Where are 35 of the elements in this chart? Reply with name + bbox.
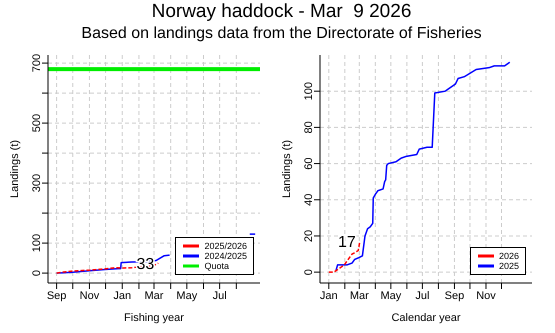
- legend-label: 2025: [498, 261, 519, 271]
- x-tick-label: May: [380, 290, 402, 302]
- x-tick-label: Nov: [476, 290, 496, 302]
- x-tick-label: May: [176, 290, 198, 302]
- x-tick-label: Nov: [80, 290, 100, 302]
- x-axis-title: Fishing year: [124, 312, 184, 324]
- x-tick-label: Sep: [46, 290, 66, 302]
- legend-label: 2024/2025: [204, 251, 247, 261]
- x-tick-label: Jan: [320, 290, 338, 302]
- x-tick-label: Jul: [415, 290, 430, 302]
- y-tick-label: 60: [302, 157, 315, 170]
- x-tick-label: Mar: [144, 290, 164, 302]
- y-tick-label: 20: [302, 230, 315, 242]
- y-tick-label: 500: [30, 114, 43, 132]
- legend-label: 2025/2026: [204, 241, 247, 251]
- chart-subtitle: Based on landings data from the Directorate of Fisheries: [80, 24, 483, 44]
- x-tick-label: Jul: [212, 290, 227, 302]
- y-tick-label: 100: [302, 82, 315, 100]
- y-tick-label: 40: [302, 194, 315, 206]
- x-axis-title: Calendar year: [391, 312, 461, 324]
- y-tick-label: 0: [302, 269, 315, 276]
- y-tick-label: 100: [30, 234, 43, 252]
- y-axis-title: Landings (t): [280, 140, 293, 198]
- x-tick-label: Sep: [444, 290, 464, 302]
- y-tick-label: 300: [30, 174, 43, 192]
- y-tick-label: 700: [30, 54, 43, 72]
- x-tick-label: Mar: [350, 290, 370, 302]
- x-tick-label: Jan: [113, 290, 132, 302]
- y-axis-title: Landings (t): [8, 140, 21, 198]
- chart-title: Norway haddock - Mar 9 2026: [150, 0, 412, 24]
- y-tick-label: 0: [30, 270, 43, 276]
- legend-label: Quota: [204, 261, 229, 271]
- annotation: 17: [338, 234, 356, 252]
- legend-label: 2026: [498, 251, 519, 261]
- y-tick-label: 80: [302, 121, 315, 134]
